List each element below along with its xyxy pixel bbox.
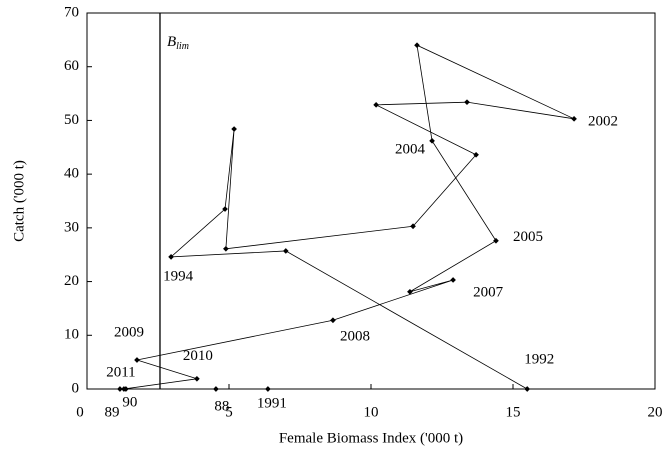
reference-label-main: B xyxy=(167,34,176,50)
data-point xyxy=(407,288,413,295)
point-label: 2002 xyxy=(588,113,618,129)
y-tick-label: 30 xyxy=(64,219,79,235)
point-label: 2004 xyxy=(395,141,426,157)
data-point xyxy=(410,223,416,230)
data-point xyxy=(464,99,470,105)
data-point xyxy=(213,386,219,392)
point-label: 1994 xyxy=(163,268,194,284)
x-tick-label: 0 xyxy=(76,404,84,420)
data-point xyxy=(450,277,456,283)
point-label: 2007 xyxy=(473,284,504,300)
point-label: 2010 xyxy=(183,348,213,364)
data-point xyxy=(194,375,200,382)
data-point xyxy=(117,386,123,392)
data-point xyxy=(429,138,435,144)
x-tick-label: 10 xyxy=(364,404,379,420)
data-point xyxy=(571,115,577,122)
point-label: 90 xyxy=(122,394,137,410)
point-label: 88 xyxy=(214,398,229,414)
point-label: 89 xyxy=(104,404,119,420)
data-point xyxy=(473,151,479,158)
data-point xyxy=(493,237,499,244)
data-point xyxy=(222,206,228,212)
point-label: 1992 xyxy=(524,351,554,367)
data-point xyxy=(373,102,379,108)
data-line xyxy=(119,44,575,390)
data-point xyxy=(134,357,140,363)
y-tick-label: 60 xyxy=(64,58,79,74)
point-label: 1991 xyxy=(257,395,287,411)
y-tick-label: 20 xyxy=(64,273,79,289)
data-point xyxy=(282,248,289,254)
point-label: 2008 xyxy=(340,329,370,345)
data-point xyxy=(168,254,174,260)
data-point xyxy=(414,42,420,49)
x-tick-label: 5 xyxy=(225,404,233,420)
reference-label-sub: lim xyxy=(176,41,189,52)
y-tick-label: 40 xyxy=(64,166,79,182)
y-tick-label: 50 xyxy=(64,112,79,128)
x-axis-label: Female Biomass Index ('000 t) xyxy=(279,430,463,446)
point-label: 2009 xyxy=(114,324,144,340)
y-tick-label: 70 xyxy=(64,4,79,20)
data-point xyxy=(265,386,271,392)
point-label: 2011 xyxy=(106,364,135,380)
plot-frame xyxy=(86,12,656,390)
point-label: 2005 xyxy=(513,229,543,245)
y-tick-label: 0 xyxy=(72,380,80,396)
data-point xyxy=(223,245,229,252)
data-point xyxy=(231,126,237,132)
reference-label: Blim xyxy=(167,34,189,52)
data-point xyxy=(330,317,336,324)
x-tick-label: 20 xyxy=(648,404,663,420)
y-axis-label: Catch ('000 t) xyxy=(11,160,27,242)
data-point xyxy=(121,386,127,392)
x-tick-label: 15 xyxy=(506,404,521,420)
y-tick-label: 10 xyxy=(64,327,79,343)
data-point xyxy=(524,386,531,392)
